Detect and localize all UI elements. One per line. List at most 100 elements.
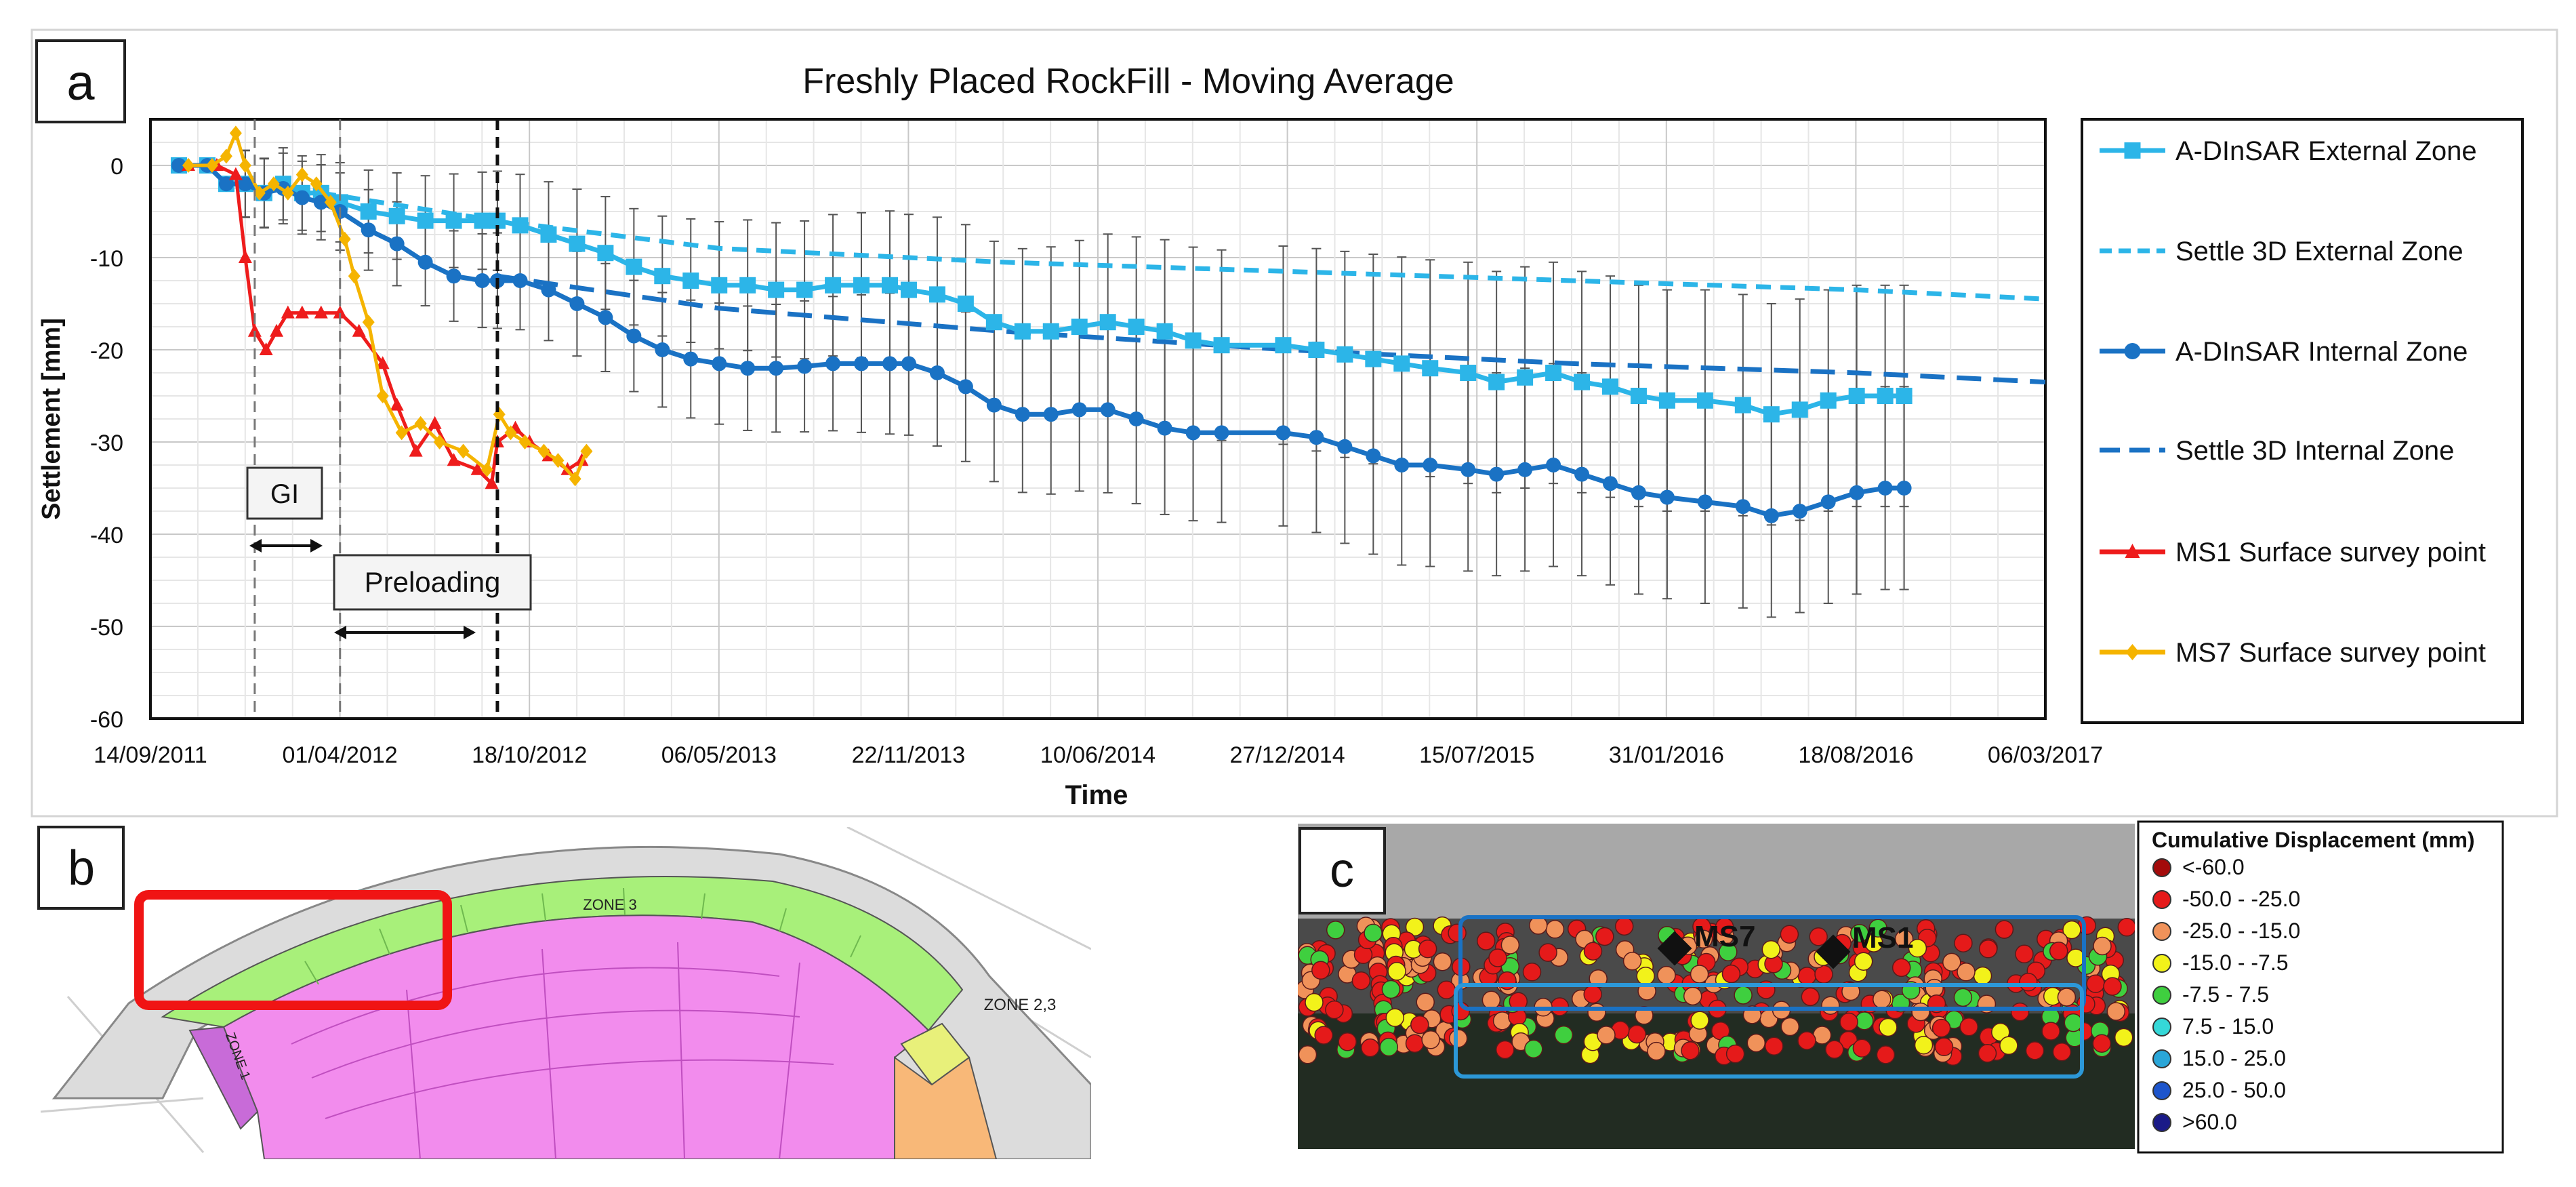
data-point-circle — [769, 361, 784, 376]
legend-marker — [2124, 142, 2141, 159]
x-tick-label: 18/08/2016 — [1798, 742, 1913, 768]
data-point-circle — [1820, 494, 1836, 510]
data-point-circle — [1517, 462, 1533, 477]
data-point-circle — [1275, 425, 1291, 441]
preloading-label: Preloading — [365, 566, 501, 598]
data-point-triangle — [375, 356, 390, 369]
data-point-circle — [1460, 462, 1476, 477]
sar-point — [1635, 1006, 1654, 1025]
sar-point — [1587, 1003, 1606, 1022]
sar-point — [2064, 1013, 2083, 1032]
data-point-square — [654, 268, 671, 285]
data-point-square — [445, 212, 462, 229]
legend: A-DInSAR External Zone Settle 3D External… — [2100, 136, 2486, 668]
panel-a-label: a — [66, 54, 95, 110]
sar-point — [1597, 1026, 1616, 1045]
data-point-circle — [1697, 494, 1713, 510]
data-point-circle — [1792, 504, 1807, 519]
sar-point — [2019, 973, 2038, 992]
displacement-legend-label: 25.0 - 50.0 — [2182, 1078, 2286, 1102]
sar-point — [1991, 1022, 2010, 1042]
x-tick-label: 06/05/2013 — [661, 742, 777, 768]
displacement-legend-title: Cumulative Displacement (mm) — [2152, 828, 2475, 852]
sar-point — [1764, 1037, 1784, 1055]
gi-label: GI — [270, 479, 299, 509]
data-point-circle — [1366, 448, 1381, 464]
data-point-square — [1877, 388, 1894, 404]
sar-point — [1381, 980, 1401, 999]
legend-box — [2081, 118, 2524, 724]
sar-point — [1954, 933, 1973, 952]
sar-point — [1934, 1037, 1954, 1057]
data-point-square — [1658, 392, 1675, 409]
legend-label: A-DInSAR Internal Zone — [2175, 337, 2468, 367]
data-point-circle — [655, 342, 670, 357]
data-point-square — [1630, 388, 1647, 404]
sar-point — [1681, 1041, 1700, 1060]
data-point-diamond — [362, 315, 375, 330]
sar-point — [1416, 992, 1435, 1012]
sar-point — [1852, 1039, 1872, 1058]
data-point-square — [1763, 406, 1780, 423]
sar-point — [1995, 920, 2014, 939]
data-point-diamond — [182, 158, 195, 173]
data-point-circle — [1735, 499, 1751, 515]
y-tick-label: 0 — [110, 154, 123, 180]
data-point-triangle — [352, 323, 366, 337]
sar-point — [1683, 986, 1702, 1006]
sar-point — [1385, 1008, 1405, 1027]
data-point-diamond — [518, 435, 531, 449]
data-point-circle — [237, 176, 253, 192]
data-point-circle — [1423, 458, 1438, 472]
data-point-circle — [218, 176, 234, 192]
data-point-square — [512, 217, 529, 234]
sar-point — [2114, 1028, 2133, 1047]
sar-point — [1978, 1044, 1997, 1063]
preloading-arrow-right-head — [464, 626, 476, 639]
data-point-triangle — [247, 323, 262, 337]
data-point-diamond — [580, 443, 593, 459]
displacement-legend-label: 7.5 - 15.0 — [2182, 1014, 2274, 1039]
displacement-swatch — [2152, 858, 2171, 877]
x-tick-label: 01/04/2012 — [283, 742, 398, 768]
sar-point — [1338, 1032, 1357, 1051]
preloading-box — [333, 554, 532, 611]
data-point-square — [360, 203, 377, 220]
sar-point — [1410, 1015, 1429, 1034]
zone-3-label: ZONE 3 — [583, 896, 636, 913]
sar-point — [1545, 920, 1565, 939]
sar-point — [1850, 923, 1869, 943]
preloading-annotation: Preloading — [333, 554, 532, 639]
sar-point — [1839, 1012, 1858, 1032]
data-point-square — [1014, 323, 1031, 340]
data-point-circle — [958, 379, 973, 395]
sar-point — [1914, 1035, 1934, 1055]
data-point-square — [1422, 360, 1439, 377]
sar-point — [1657, 965, 1676, 985]
data-point-circle — [882, 356, 897, 371]
data-point-circle — [389, 236, 405, 252]
sar-point — [1855, 1011, 1874, 1030]
sar-point — [1908, 938, 1927, 958]
sar-point — [1595, 927, 1614, 946]
x-tick-label: 18/10/2012 — [472, 742, 587, 768]
sar-point — [1821, 996, 1840, 1015]
sar-point — [1999, 1036, 2018, 1055]
data-point-square — [1185, 332, 1202, 349]
sar-point — [1500, 935, 1520, 954]
sar-point — [1387, 962, 1406, 981]
data-point-circle — [1214, 425, 1229, 441]
panel-c-label-box — [1299, 827, 1386, 914]
data-point-diamond — [537, 443, 550, 459]
sar-point — [1622, 952, 1642, 971]
data-point-diamond — [253, 185, 266, 201]
data-point-circle — [569, 296, 585, 311]
data-point-diamond — [267, 176, 280, 192]
data-point-triangle — [447, 453, 461, 466]
panel-c-label: c — [1330, 843, 1354, 898]
data-point-circle — [417, 254, 433, 270]
sar-point — [2093, 936, 2112, 956]
sar-point — [1583, 984, 1602, 1004]
displacement-swatch — [2152, 986, 2171, 1005]
sar-point — [1797, 967, 1817, 986]
